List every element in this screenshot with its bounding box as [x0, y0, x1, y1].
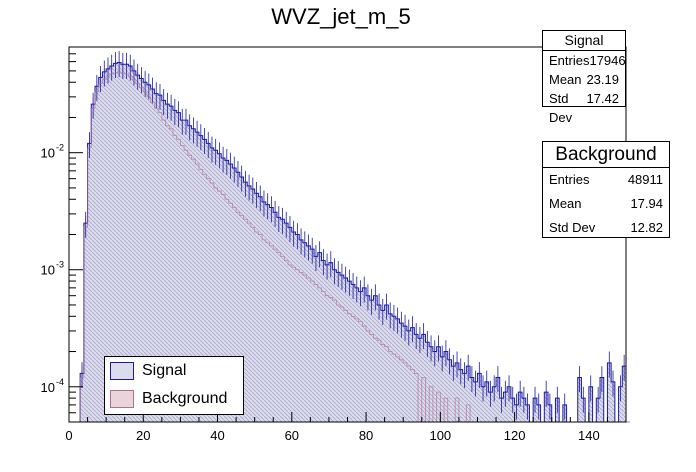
stats-row-stddev: Std Dev 12.82: [543, 216, 669, 240]
signal-series: [69, 51, 627, 423]
stats-value: 17946: [589, 53, 626, 68]
stats-row-stddev: Std Dev 17.42: [543, 89, 625, 125]
legend-swatch-signal: [110, 362, 134, 380]
stats-value: 48911: [627, 172, 663, 187]
stats-row-entries: Entries 48911: [543, 168, 669, 192]
y-tick-label: 10: [41, 263, 55, 278]
stats-label: Entries: [549, 172, 590, 187]
stats-row-mean: Mean 17.94: [543, 192, 669, 216]
x-tick-label: 100: [429, 428, 451, 443]
x-tick-label: 20: [136, 428, 150, 443]
legend-entry-background: Background: [105, 385, 243, 413]
stats-value: 12.82: [630, 220, 663, 235]
legend-entry-signal: Signal: [105, 357, 243, 385]
stats-row-entries: Entries 17946: [543, 51, 626, 70]
legend: Signal Background: [104, 356, 244, 415]
x-tick-label: 0: [65, 428, 72, 443]
stats-value: 17.42: [586, 91, 619, 106]
stats-label: Std Dev: [549, 91, 573, 125]
y-tick-exponent: -2: [56, 143, 64, 153]
y-tick-exponent: -3: [56, 260, 64, 270]
stats-value: 17.94: [630, 196, 663, 211]
stats-value: 23.19: [586, 72, 619, 87]
x-tick-label: 120: [504, 428, 526, 443]
stats-box-signal: Signal Entries 17946 Mean 23.19 Std Dev …: [542, 30, 626, 125]
stats-box-background: Background Entries 48911 Mean 17.94 Std …: [542, 141, 670, 238]
y-tick-exponent: -4: [56, 377, 64, 387]
stats-title-background: Background: [543, 142, 669, 168]
x-tick-label: 40: [210, 428, 224, 443]
stats-label: Entries: [549, 53, 590, 68]
y-tick-label: 10: [41, 146, 55, 161]
x-tick-label: 60: [285, 428, 299, 443]
stats-row-mean: Mean 23.19: [543, 70, 625, 89]
stats-title-signal: Signal: [543, 31, 625, 51]
x-tick-label: 140: [578, 428, 600, 443]
chart-title: WVZ_jet_m_5: [271, 4, 410, 29]
y-tick-label: 10: [41, 380, 55, 395]
x-tick-label: 80: [359, 428, 373, 443]
stats-label: Std Dev: [549, 220, 596, 235]
legend-swatch-background: [110, 390, 134, 408]
legend-label-signal: Signal: [142, 362, 187, 379]
stats-label: Mean: [549, 196, 582, 211]
stats-label: Mean: [549, 72, 582, 87]
legend-label-background: Background: [142, 390, 228, 407]
